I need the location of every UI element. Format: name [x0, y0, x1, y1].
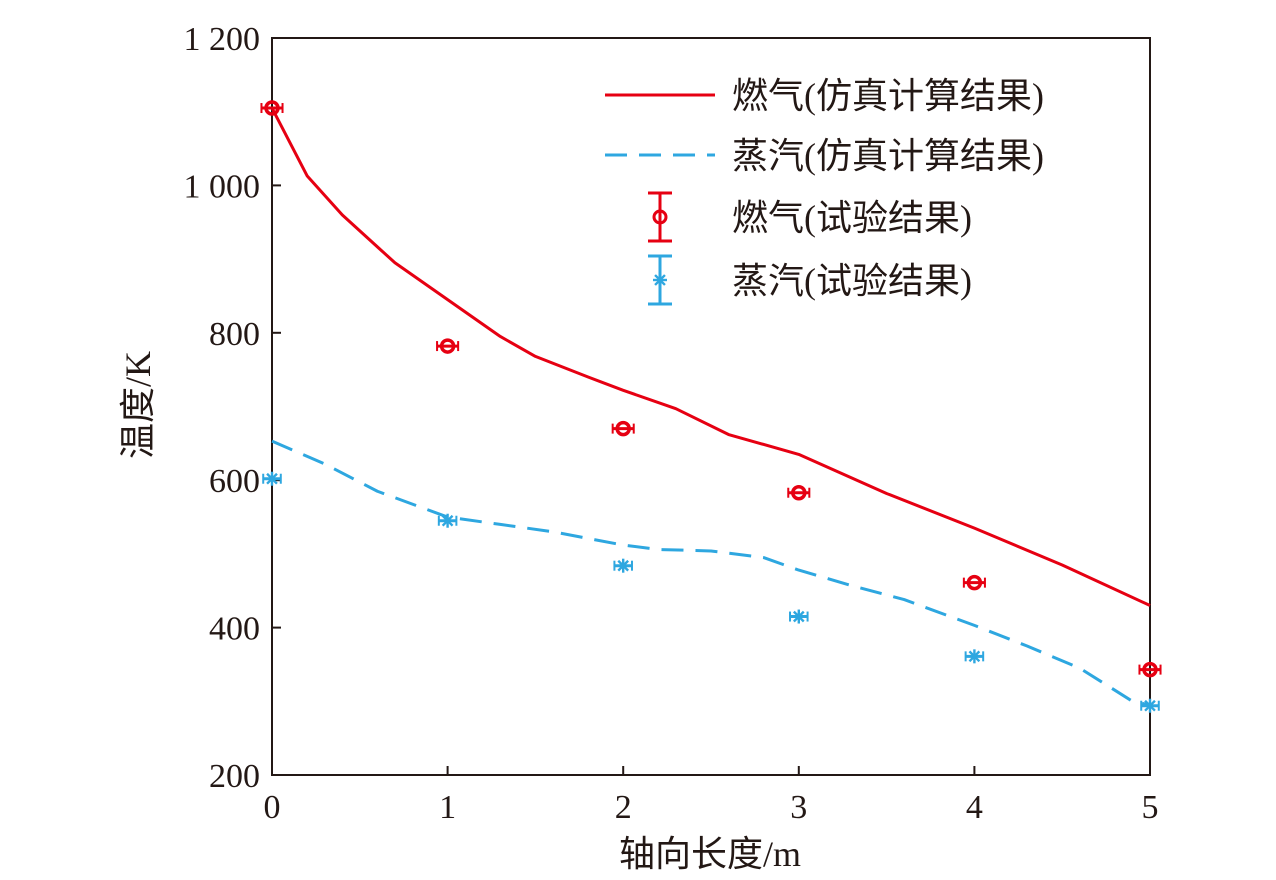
- y-tick-label: 600: [209, 463, 260, 500]
- series-4-data-point: [1140, 698, 1160, 713]
- series-3-data-point: [962, 574, 986, 591]
- x-tick-label: 0: [264, 789, 281, 826]
- y-tick-label: 1 000: [184, 168, 261, 205]
- x-tick-label: 2: [615, 789, 632, 826]
- series-3-data-point: [1138, 661, 1162, 678]
- series-2-line: [271, 439, 1151, 707]
- x-tick-label: 5: [1142, 789, 1159, 826]
- plot-border: [271, 37, 1151, 776]
- series-3-circle-marker: [615, 420, 631, 437]
- series-3-data-point: [436, 338, 460, 354]
- y-tick-label: 400: [209, 611, 260, 648]
- plot-frame: [271, 37, 1151, 776]
- series-3-circle-marker: [264, 100, 280, 116]
- series-4-data-point: [613, 558, 633, 573]
- series-3-circle-marker: [439, 338, 456, 354]
- legend-item-1: 燃气(仿真计算结果): [605, 76, 1044, 116]
- y-tick-label: 800: [209, 316, 260, 353]
- series-4-asterisk-stroke: [441, 514, 454, 527]
- legend-item-3-circle-marker: [652, 209, 668, 225]
- legend-item-2: 蒸汽(仿真计算结果): [605, 136, 1044, 176]
- series-4-data-point: [964, 649, 985, 664]
- series-4-asterisk-stroke: [968, 650, 981, 663]
- legend-item-4: 蒸汽(试验结果): [648, 254, 972, 306]
- series-4-data-point: [437, 513, 458, 528]
- y-axis-label: 温度/K: [118, 351, 158, 459]
- series-4-data-point: [262, 471, 282, 486]
- legend-item-4-asterisk-stroke: [654, 274, 666, 286]
- markers-layer: [260, 100, 1162, 713]
- x-axis-label: 轴向长度/m: [619, 834, 801, 874]
- x-tick-label: 3: [790, 789, 807, 826]
- series-3-circle-marker: [966, 574, 983, 591]
- axis-ticks: 0 1 2 3 4 5 200 400 600 800 1 000 1 200: [184, 21, 1159, 826]
- x-tick-label: 4: [966, 789, 983, 826]
- legend-item-3-label: 燃气(试验结果): [732, 198, 972, 238]
- series-4-asterisk-stroke: [793, 610, 805, 623]
- legend-item-2-label: 蒸汽(仿真计算结果): [732, 136, 1044, 176]
- series-layer: [270, 107, 1151, 707]
- series-4-asterisk-stroke: [1144, 699, 1156, 712]
- series-1-line: [270, 107, 1151, 607]
- series-3-circle-marker: [1142, 661, 1158, 678]
- legend-item-4-label: 蒸汽(试验结果): [732, 261, 972, 301]
- y-tick-label: 200: [209, 758, 260, 795]
- series-3-data-point: [611, 420, 635, 437]
- series-3-data-point: [260, 100, 284, 116]
- series-3-circle-marker: [791, 484, 807, 501]
- y-tick-label: 1 200: [184, 21, 261, 58]
- legend-item-3: 燃气(试验结果): [648, 191, 972, 243]
- legend-item-1-label: 燃气(仿真计算结果): [732, 76, 1044, 116]
- series-3-data-point: [787, 484, 811, 501]
- series-4-asterisk-stroke: [266, 472, 278, 485]
- legend: 燃气(仿真计算结果) 蒸汽(仿真计算结果) 燃气(试验结果) 蒸汽(试验结果): [605, 76, 1044, 306]
- series-4-asterisk-stroke: [617, 559, 629, 572]
- x-tick-label: 1: [439, 789, 456, 826]
- series-4-data-point: [789, 609, 809, 624]
